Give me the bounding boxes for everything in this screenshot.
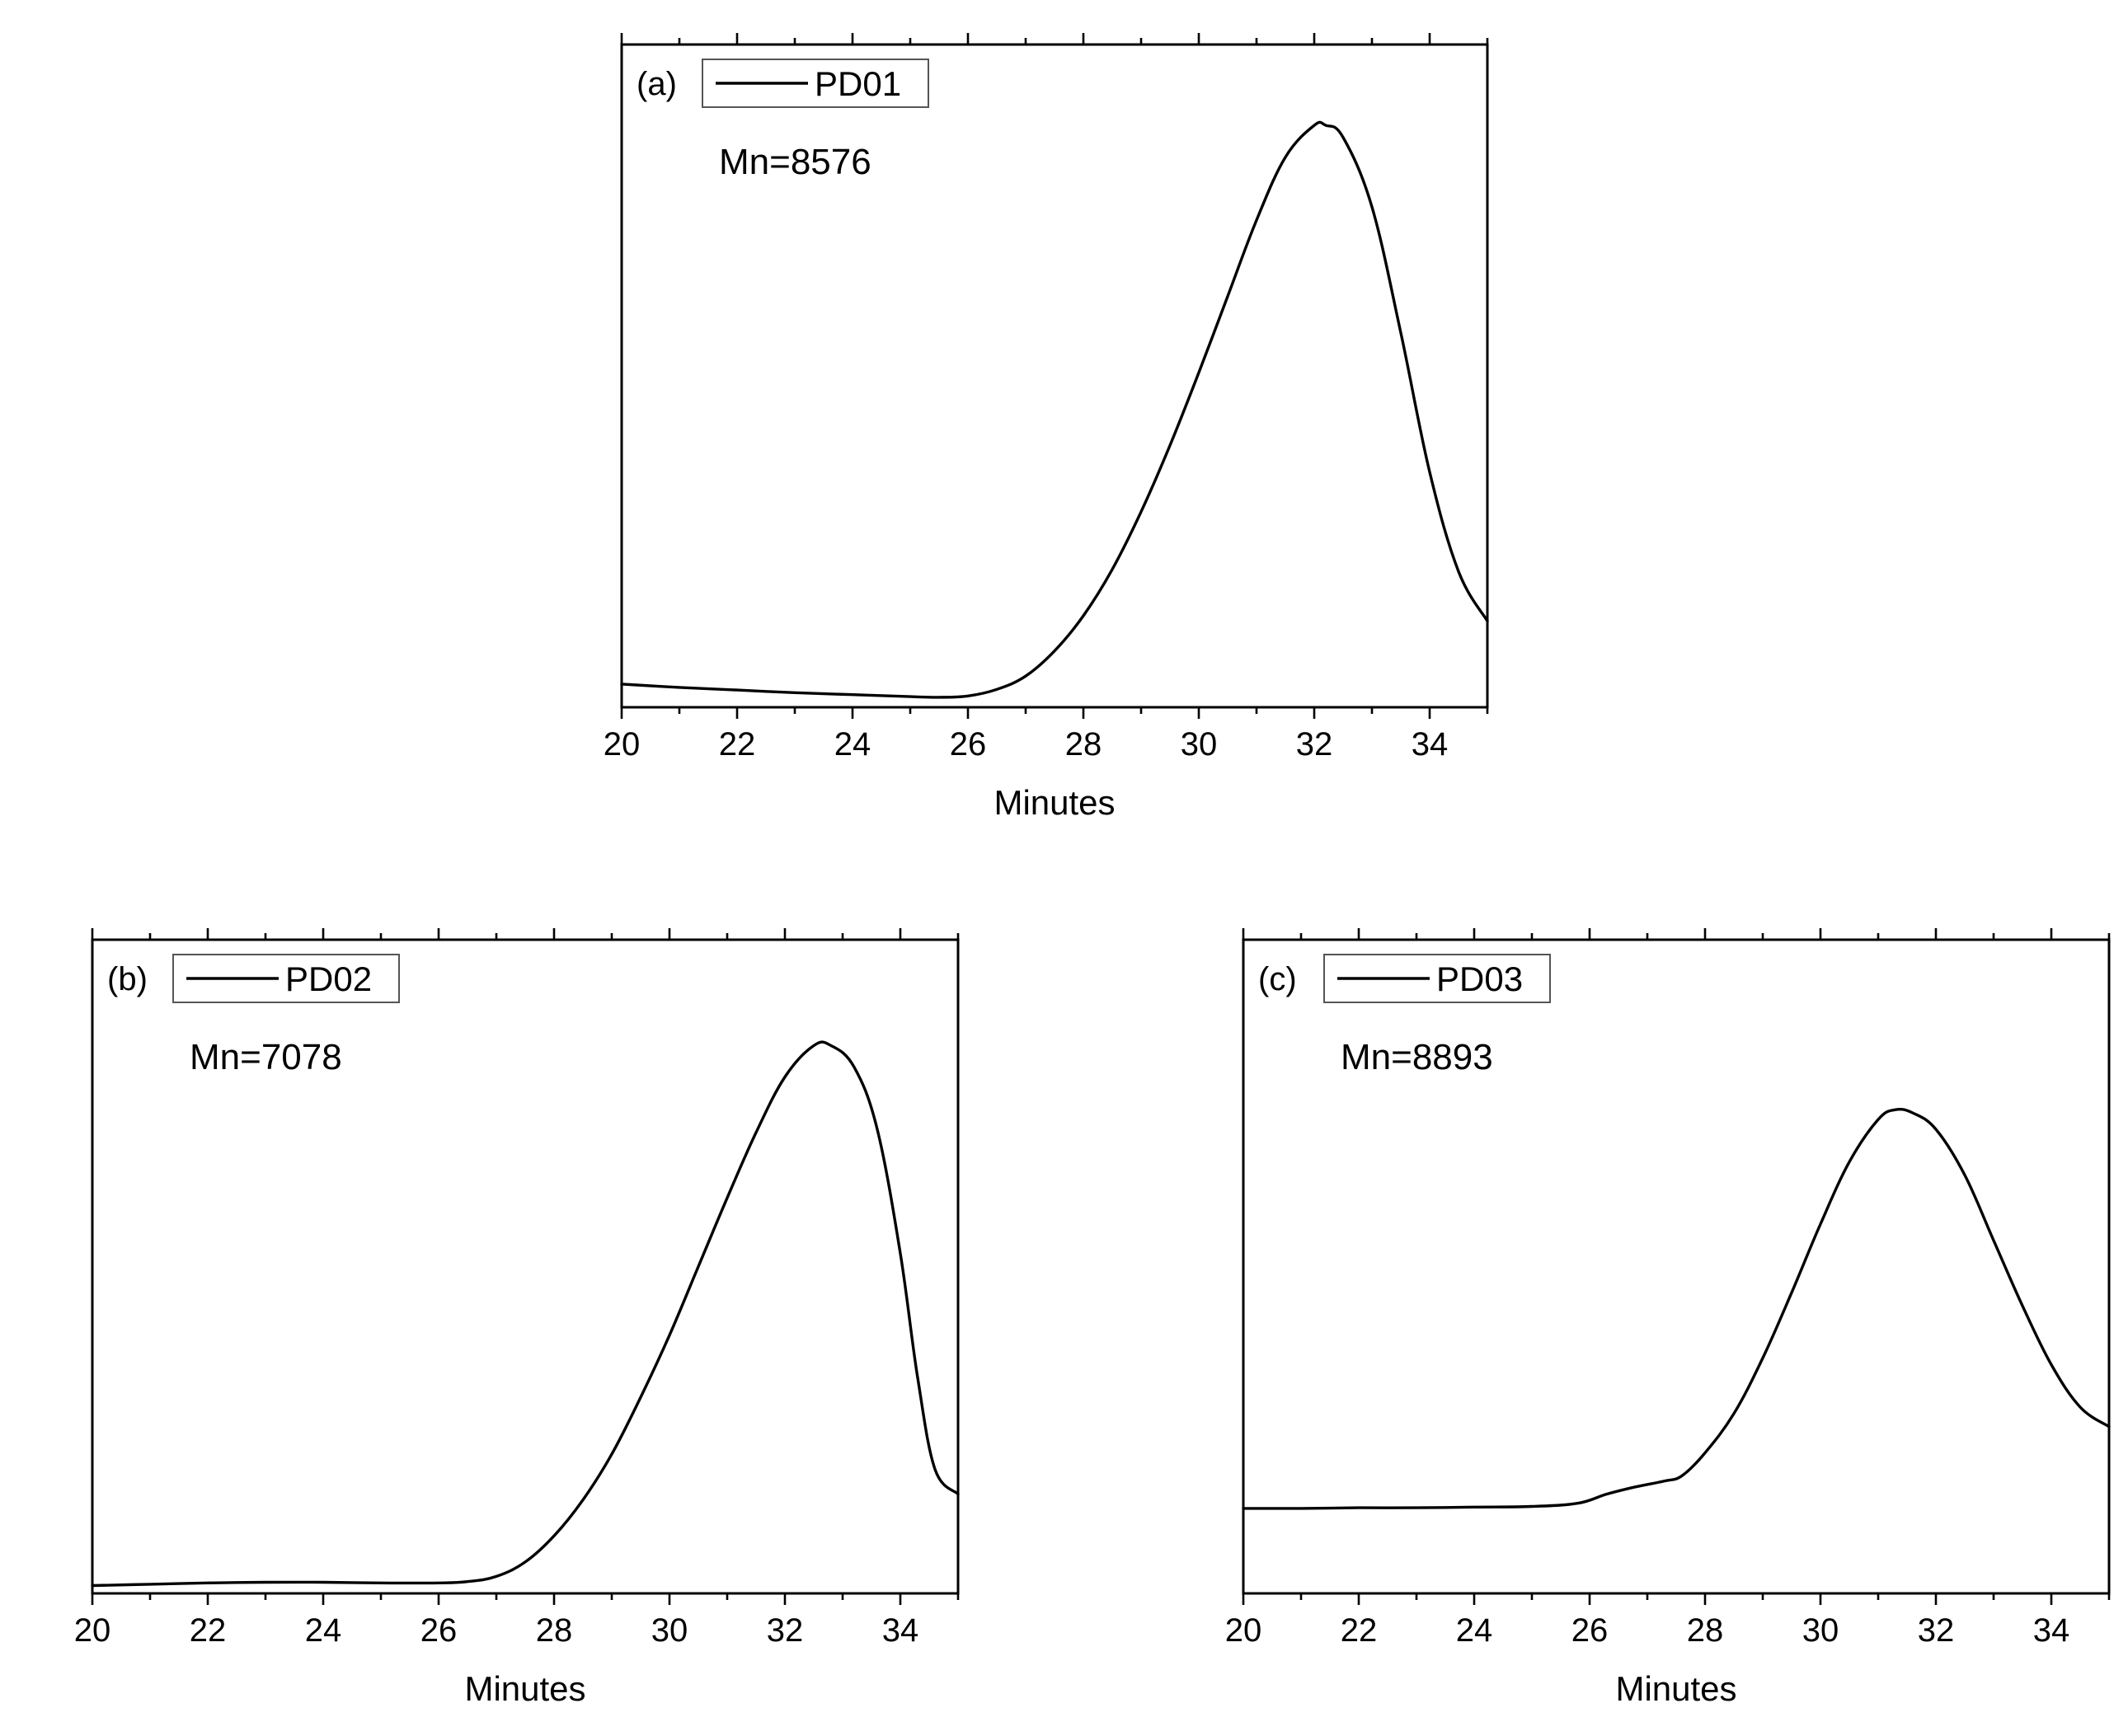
x-tick-label: 30: [1802, 1612, 1839, 1649]
x-tick-label: 32: [1918, 1612, 1955, 1649]
x-tick-label: 24: [305, 1612, 342, 1649]
x-tick-label: 28: [536, 1612, 573, 1649]
x-tick-label: 20: [1225, 1612, 1262, 1649]
panel-b: 20 22 24 26 28 30 32 34 Minutes (b) PD02 Mn=7078: [74, 928, 960, 1708]
x-tick-label: 22: [719, 726, 756, 762]
series-line-pd01: [620, 120, 1489, 699]
panel-label: (c): [1258, 961, 1297, 997]
x-tick-label: 28: [1687, 1612, 1724, 1649]
x-tick-label: 32: [1296, 726, 1333, 762]
x-tick-label: 24: [1456, 1612, 1493, 1649]
panel-label: (a): [637, 66, 677, 102]
x-tick-label: 30: [651, 1612, 688, 1649]
x-tick-label: 34: [882, 1612, 919, 1649]
legend-label: PD01: [815, 64, 901, 103]
x-axis-title: Minutes: [1615, 1669, 1736, 1708]
x-tick-label: 26: [950, 726, 987, 762]
panel-a: 20 22 24 26 28 30 32 34 Minutes (a) PD01 Mn=8576: [604, 33, 1489, 822]
mn-annotation: Mn=7078: [190, 1037, 342, 1077]
legend-label: PD03: [1436, 959, 1523, 998]
plot-frame: [620, 43, 1489, 709]
x-tick-label: 20: [74, 1612, 111, 1649]
x-tick-label: 20: [604, 726, 641, 762]
x-tick-label: 26: [1571, 1612, 1609, 1649]
x-tick-label: 34: [1412, 726, 1449, 762]
mn-annotation: Mn=8893: [1341, 1037, 1493, 1077]
x-tick-label: 22: [1341, 1612, 1378, 1649]
panel-label: (b): [107, 961, 148, 997]
x-tick-label: 26: [420, 1612, 458, 1649]
x-tick-label: 30: [1181, 726, 1218, 762]
legend: PD03: [1323, 954, 1551, 1003]
series-line-pd02: [91, 1040, 960, 1588]
mn-annotation: Mn=8576: [719, 142, 871, 182]
legend: PD02: [172, 954, 400, 1003]
series-line-pd03: [1242, 1107, 2111, 1510]
x-axis-title: Minutes: [464, 1669, 585, 1708]
plot-frame: [1242, 938, 2111, 1595]
legend-label: PD02: [285, 959, 372, 998]
x-tick-label: 24: [834, 726, 871, 762]
x-tick-label: 34: [2033, 1612, 2070, 1649]
panel-c: 20 22 24 26 28 30 32 34 Minutes (c) PD03 Mn=8893: [1225, 928, 2111, 1708]
x-tick-label: 22: [190, 1612, 227, 1649]
x-tick-label: 28: [1065, 726, 1102, 762]
plot-frame: [91, 938, 960, 1595]
x-axis-title: Minutes: [994, 783, 1115, 822]
legend: PD01: [702, 59, 929, 108]
x-tick-label: 32: [767, 1612, 804, 1649]
